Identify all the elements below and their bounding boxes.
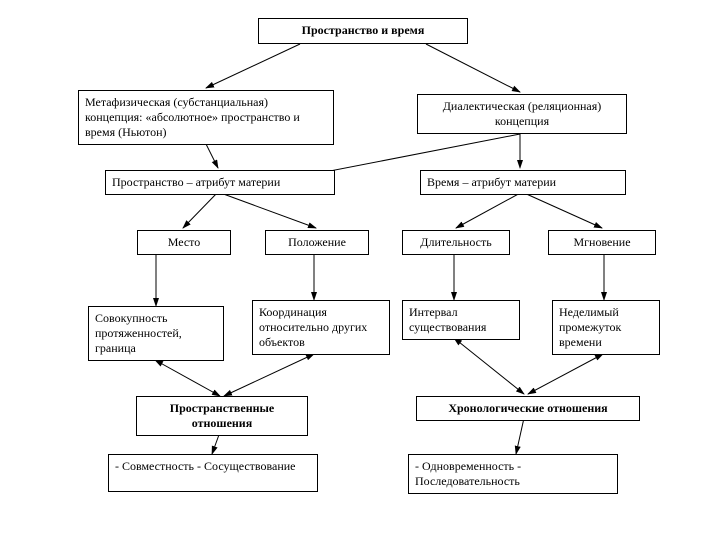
- node-position: Положение: [265, 230, 369, 255]
- node-time_attr: Время – атрибут материи: [420, 170, 626, 195]
- arrow-13: [155, 360, 220, 396]
- node-title: Пространство и время: [258, 18, 468, 44]
- node-meta: Метафизическая (субстанциальная) концепц…: [78, 90, 334, 145]
- node-moment_def: Неделимый промежуток времени: [552, 300, 660, 355]
- arrow-5: [183, 192, 218, 228]
- arrow-2: [206, 144, 218, 168]
- node-position_def: Координация относительно других объектов: [252, 300, 390, 355]
- arrow-7: [456, 192, 522, 228]
- arrow-0: [206, 44, 300, 88]
- arrow-14: [224, 354, 314, 396]
- arrow-16: [528, 354, 603, 394]
- node-dial: Диалектическая (реляционная) концепция: [417, 94, 627, 134]
- arrow-8: [522, 192, 602, 228]
- node-time_rel: Хронологические отношения: [416, 396, 640, 421]
- node-space_ex: - Совместность - Сосуществование: [108, 454, 318, 492]
- node-place_def: Совокупность протяженностей, граница: [88, 306, 224, 361]
- node-duration_def: Интервал существования: [402, 300, 520, 340]
- node-time_ex: - Одновременность - Последовательность: [408, 454, 618, 494]
- arrow-1: [426, 44, 520, 92]
- node-space_attr: Пространство – атрибут материи: [105, 170, 335, 195]
- node-place: Место: [137, 230, 231, 255]
- node-space_rel: Пространственные отношения: [136, 396, 308, 436]
- arrow-18: [516, 418, 524, 454]
- node-moment: Мгновение: [548, 230, 656, 255]
- arrow-6: [218, 192, 316, 228]
- node-duration: Длительность: [402, 230, 510, 255]
- arrow-15: [454, 338, 524, 394]
